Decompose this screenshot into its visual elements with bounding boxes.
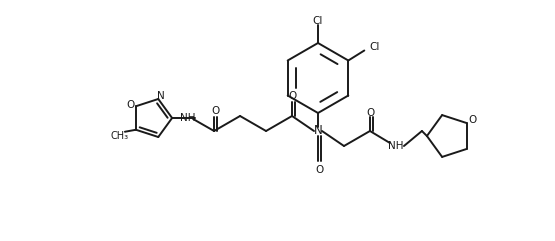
Text: Cl: Cl <box>369 41 380 52</box>
Text: NH: NH <box>180 113 196 123</box>
Text: O: O <box>468 115 477 125</box>
Text: N: N <box>314 125 322 138</box>
Text: CH₃: CH₃ <box>111 131 129 141</box>
Text: O: O <box>367 108 375 118</box>
Text: Cl: Cl <box>313 16 323 26</box>
Text: N: N <box>158 91 165 101</box>
Text: NH: NH <box>388 141 403 151</box>
Text: O: O <box>211 106 219 116</box>
Text: O: O <box>127 100 135 110</box>
Text: O: O <box>315 165 323 175</box>
Text: O: O <box>288 91 296 101</box>
